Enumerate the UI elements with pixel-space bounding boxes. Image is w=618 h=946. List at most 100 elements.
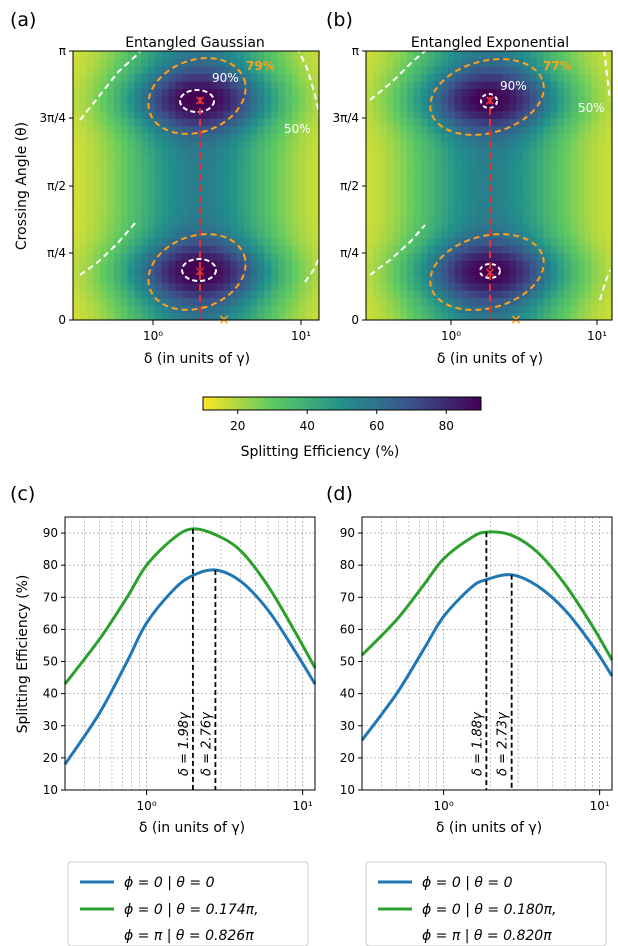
heatmap-cell — [257, 275, 265, 284]
heatmap-cell — [386, 290, 394, 299]
heatmap-cell — [468, 215, 476, 224]
heatmap-cell — [509, 118, 517, 127]
heatmap-cell — [530, 170, 538, 179]
heatmap-cell — [148, 192, 156, 202]
heatmap-cell — [427, 170, 435, 179]
heatmap-cell — [536, 267, 545, 276]
heatmap-cell — [271, 170, 279, 179]
heatmap-cell — [516, 118, 524, 127]
legend-d: ϕ = 0 | θ = 0 ϕ = 0 | θ = 0.180π, ϕ = π … — [365, 861, 607, 946]
heatmap-cell — [591, 125, 599, 134]
heatmap-cell — [312, 155, 320, 164]
heatmap-cell — [223, 297, 231, 306]
heatmap-cell — [86, 110, 95, 119]
heatmap-cell — [134, 290, 142, 299]
heatmap-cell — [93, 170, 101, 179]
heatmap-cell — [475, 237, 483, 246]
heatmap-cell — [291, 290, 300, 299]
heatmap-cell — [427, 222, 435, 231]
heatmap-cell — [120, 65, 129, 75]
heatmap-cell — [127, 163, 136, 172]
heatmap-cell — [284, 80, 293, 89]
heatmap-cell — [427, 163, 435, 172]
heatmap-cell — [454, 282, 463, 291]
heatmap-cell — [271, 103, 279, 112]
heatmap-cell — [305, 178, 313, 187]
heatmap-cell — [141, 252, 149, 261]
heatmap-cell — [86, 290, 95, 299]
heatmap-cell — [482, 215, 490, 224]
heatmap-cell — [372, 170, 381, 179]
heatmap-cell — [223, 178, 231, 187]
heatmap-cell — [598, 290, 606, 299]
heatmap-cell — [571, 260, 579, 269]
heatmap-cell — [209, 200, 218, 209]
heatmap-cell — [516, 51, 524, 60]
heatmap-cell — [598, 200, 606, 209]
heatmap-cell — [536, 185, 545, 194]
heatmap-cell — [543, 95, 552, 104]
heatmap-cell — [366, 155, 374, 164]
heatmap-cell — [209, 275, 218, 284]
heatmap-cell — [475, 140, 483, 149]
heatmap-cell — [264, 88, 272, 97]
heatmap-cell — [530, 230, 538, 239]
heatmap-cell — [93, 80, 101, 89]
legend-c-blue-label: ϕ = 0 | θ = 0 — [124, 875, 215, 891]
heatmap-cell — [509, 88, 517, 97]
heatmap-cell — [86, 51, 95, 60]
heatmap-cell — [516, 73, 524, 82]
heatmap-cell — [530, 245, 538, 254]
heatmap-cell — [420, 51, 429, 60]
heatmap-cell — [291, 170, 300, 179]
heatmap-cell — [536, 155, 545, 164]
heatmap-cell — [148, 297, 156, 306]
heatmap-cell — [598, 73, 606, 82]
heatmap-cell — [155, 275, 163, 284]
heatmap-cell — [298, 275, 306, 284]
heatmap-cell — [605, 170, 613, 179]
heatmap-cell — [127, 237, 136, 246]
heatmap-cell — [468, 118, 476, 127]
heatmap-cell — [516, 282, 524, 291]
heatmap-cell — [564, 140, 572, 149]
heatmap-cell — [250, 80, 259, 89]
heatmap-cell — [100, 155, 108, 164]
heatmap-cell — [278, 125, 286, 134]
heatmap-cell — [495, 95, 504, 104]
heatmap-cell — [189, 163, 197, 172]
heatmap-cell — [278, 155, 286, 164]
heatmap-cell — [148, 185, 156, 194]
heatmap-cell — [564, 207, 572, 216]
heatmap-cell — [591, 185, 599, 194]
heatmap-cell — [305, 245, 313, 254]
heatmap-cell — [461, 282, 470, 291]
heatmap-cell — [298, 80, 306, 89]
heatmap-cell — [73, 237, 81, 246]
heatmap-cell — [448, 230, 456, 239]
heatmap-cell — [434, 267, 442, 276]
heatmap-cell — [114, 178, 122, 187]
heatmap-cell — [523, 207, 531, 216]
heatmap-cell — [536, 305, 545, 314]
heatmap-cell — [291, 73, 300, 82]
heatmap-cell — [495, 140, 504, 149]
heatmap-cell — [148, 133, 156, 142]
heatmap-cell — [366, 245, 374, 254]
heatmap-cell — [114, 312, 122, 321]
heatmap-cell — [230, 192, 238, 202]
ytick-label: π/4 — [340, 246, 359, 260]
heatmap-cell — [216, 252, 224, 261]
heatmap-cell — [243, 192, 252, 202]
heatmap-cell — [495, 215, 504, 224]
heatmap-cell — [366, 215, 374, 224]
heatmap-cell — [400, 155, 408, 164]
white-contour-lower-b — [479, 263, 501, 279]
heatmap-cell — [86, 312, 95, 321]
heatmap-cell — [584, 95, 593, 104]
heatmap-cell — [107, 95, 115, 104]
heatmap-cell — [509, 297, 517, 306]
heatmap-cell — [482, 80, 490, 89]
heatmap-cell — [284, 192, 293, 202]
heatmap-cell — [93, 185, 101, 194]
